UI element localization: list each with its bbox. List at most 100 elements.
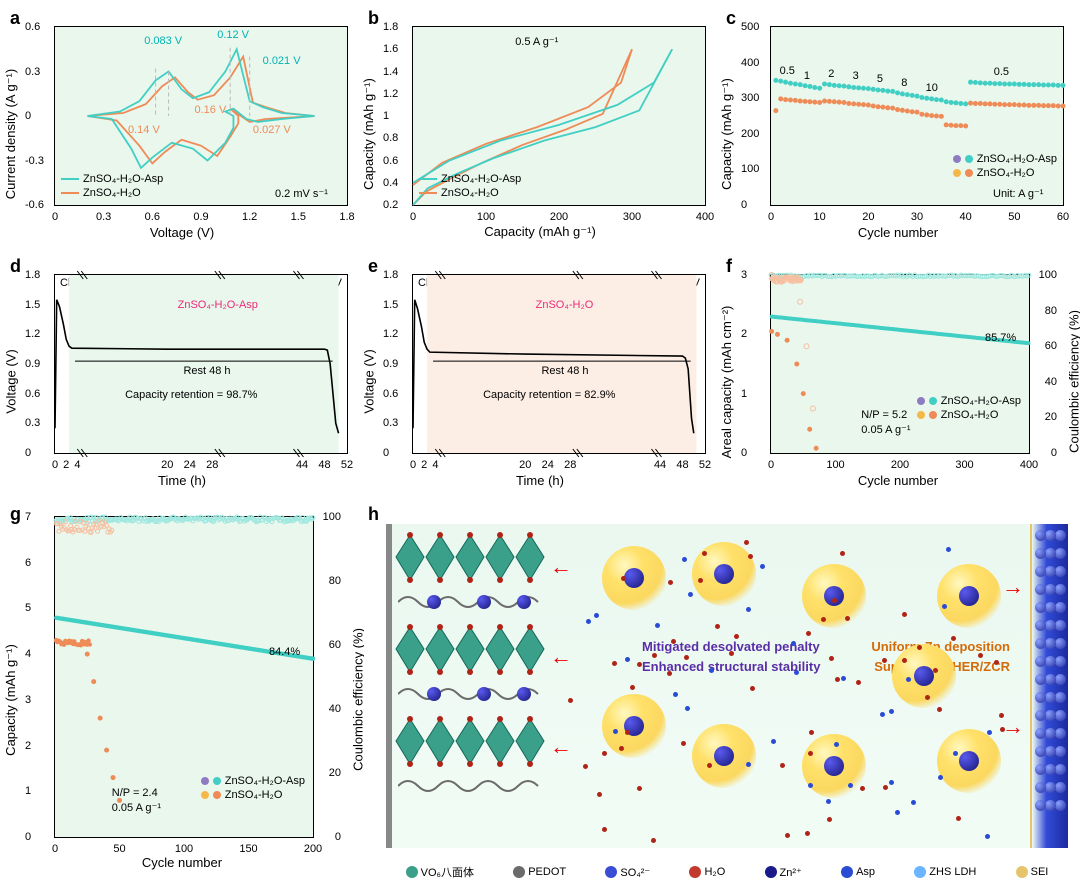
molecule-icon	[771, 739, 776, 744]
zn-sphere-icon	[1045, 620, 1056, 631]
molecule-icon	[651, 838, 656, 843]
chart-annotation: 0.16 V	[195, 104, 227, 116]
chart-annotation: 0.5	[780, 65, 795, 77]
h-legend-item: SO₄²⁻	[605, 866, 650, 879]
zn-sphere-icon	[1035, 620, 1046, 631]
zn-sphere-icon	[1035, 746, 1046, 757]
molecule-icon	[625, 657, 630, 662]
panel-b: b 01002003004000.20.40.60.811.21.41.61.8…	[364, 6, 716, 246]
molecule-icon	[821, 617, 826, 622]
h-legend-item: Zn²⁺	[765, 866, 802, 879]
molecule-icon	[594, 613, 599, 618]
molecule-icon	[942, 604, 947, 609]
zn-sphere-icon	[1055, 764, 1066, 775]
chart-annotation: 85.7%	[985, 332, 1016, 344]
chart-f-area: 0100200300400012302040608010085.7%N/P = …	[770, 274, 1030, 454]
panel-f: f 0100200300400012302040608010085.7%N/P …	[722, 254, 1074, 494]
molecule-icon	[667, 671, 672, 676]
molecule-icon	[621, 576, 626, 581]
zn-sphere-icon	[1055, 530, 1066, 541]
zn-sphere-icon	[1045, 728, 1056, 739]
molecule-icon	[860, 786, 865, 791]
molecule-icon	[568, 698, 573, 703]
chart-annotation: 0.14 V	[128, 124, 160, 136]
h-legend-item: Asp	[841, 866, 875, 878]
zn-sphere-icon	[1035, 566, 1046, 577]
molecule-icon	[780, 763, 785, 768]
chart-b-area: 01002003004000.20.40.60.811.21.41.61.80.…	[412, 26, 706, 206]
molecule-icon	[652, 653, 657, 658]
chart-annotation: ZnSO₄-H₂O-Asp	[178, 299, 258, 311]
chart-annotation: 0.5 A g⁻¹	[515, 35, 558, 48]
panel-g-label: g	[10, 504, 21, 525]
legend-g: ZnSO₄-H₂O-AspZnSO₄-H₂O	[201, 775, 305, 803]
molecule-icon	[827, 817, 832, 822]
zn-sphere-icon	[1045, 692, 1056, 703]
zn-sphere-icon	[1045, 566, 1056, 577]
chart-annotation: N/P = 5.2	[861, 409, 907, 421]
molecule-icon	[841, 676, 846, 681]
legend-f: ZnSO₄-H₂O-AspZnSO₄-H₂O	[917, 395, 1021, 423]
molecule-icon	[602, 827, 607, 832]
zn-sphere-icon	[1045, 656, 1056, 667]
chart-annotation: Rest 48 h	[541, 365, 588, 377]
panel-g: g 0501001502000123456702040608010084.4%N…	[6, 502, 358, 882]
molecule-icon	[746, 607, 751, 612]
molecule-icon	[805, 831, 810, 836]
molecule-icon	[987, 730, 992, 735]
molecule-icon	[671, 639, 676, 644]
zn-sphere-icon	[1045, 764, 1056, 775]
chart-e-area: Charging to 1.6 V Discharging to 0.2 V 0…	[412, 274, 706, 454]
zn-sphere-icon	[1055, 800, 1066, 811]
yaxis-e: Voltage (V)	[362, 349, 377, 413]
yaxis-g: Capacity (mAh g⁻¹)	[3, 644, 19, 756]
molecule-icon	[889, 709, 894, 714]
zn-sphere-icon	[1035, 602, 1046, 613]
zn-sphere-icon	[1035, 548, 1046, 559]
panel-c-label: c	[726, 8, 736, 29]
zn-sphere-icon	[1045, 782, 1056, 793]
chart-annotation: 0.12 V	[217, 29, 249, 41]
zn-ion-icon	[477, 687, 491, 701]
xaxis-a: Voltage (V)	[6, 225, 358, 240]
xaxis-e: Time (h)	[364, 473, 716, 488]
molecule-icon	[829, 656, 834, 661]
zn-sphere-icon	[1045, 602, 1056, 613]
molecule-icon	[895, 810, 900, 815]
molecule-icon	[748, 554, 753, 559]
molecule-icon	[734, 634, 739, 639]
vo6-row-2	[394, 622, 544, 677]
molecule-icon	[889, 780, 894, 785]
zn-sphere-icon	[1055, 710, 1066, 721]
chart-annotation: Capacity retention = 82.9%	[483, 389, 615, 401]
zn-sphere-icon	[1035, 782, 1046, 793]
molecule-icon	[809, 730, 814, 735]
molecule-icon	[707, 763, 712, 768]
molecule-icon	[938, 775, 943, 780]
molecule-icon	[655, 623, 660, 628]
zn-ion-icon	[427, 687, 441, 701]
chart-annotation: 0.027 V	[253, 124, 291, 136]
molecule-icon	[848, 783, 853, 788]
zn-sphere-icon	[1055, 674, 1066, 685]
zn-sphere-icon	[1045, 746, 1056, 757]
h-legend-item: VO₆八面体	[406, 864, 474, 880]
chart-c-area: 010203040506001002003004005000.512358100…	[770, 26, 1064, 206]
yaxis-b: Capacity (mAh g⁻¹)	[361, 78, 377, 190]
chart-annotation: Unit: A g⁻¹	[993, 187, 1043, 200]
molecule-icon	[840, 551, 845, 556]
molecule-icon	[668, 580, 673, 585]
zn-sphere-icon	[1055, 548, 1066, 559]
chart-annotation: 8	[901, 77, 907, 89]
panel-e-label: e	[368, 256, 378, 277]
arrow-icon: ←	[550, 554, 572, 580]
zn-sphere-icon	[1055, 782, 1066, 793]
panel-h: h ← ← ← → → Mitigated desolvated penalty…	[364, 502, 1074, 882]
molecule-icon	[999, 713, 1004, 718]
zn-sphere-icon	[1045, 710, 1056, 721]
molecule-icon	[933, 668, 938, 673]
molecule-icon	[583, 764, 588, 769]
zn-sphere-icon	[1055, 728, 1066, 739]
zn-sphere-icon	[1045, 530, 1056, 541]
molecule-icon	[586, 619, 591, 624]
